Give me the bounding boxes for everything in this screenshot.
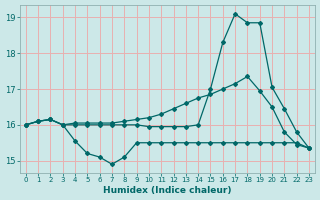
X-axis label: Humidex (Indice chaleur): Humidex (Indice chaleur) bbox=[103, 186, 232, 195]
